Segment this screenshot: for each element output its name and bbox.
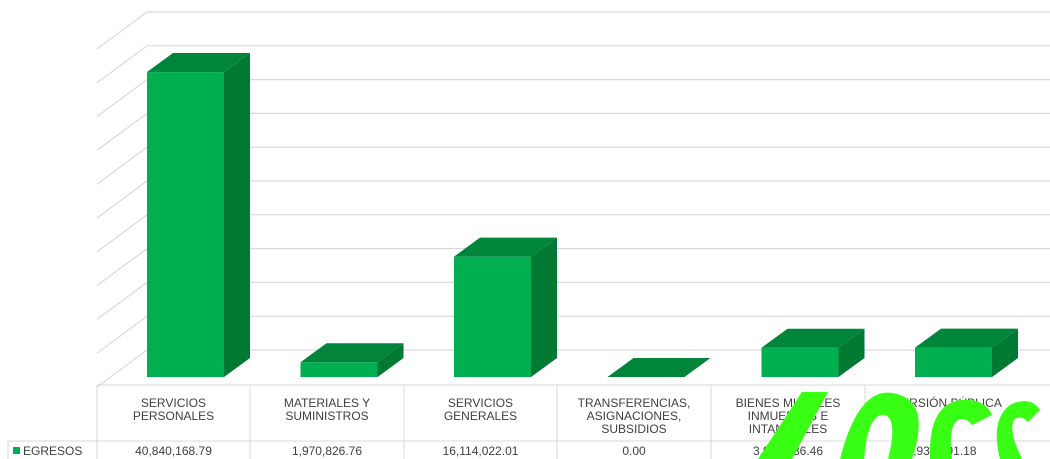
bar — [607, 358, 711, 377]
bar-front — [761, 347, 839, 377]
gridline-side — [96, 11, 148, 50]
bars — [147, 53, 1018, 378]
bar-top — [454, 237, 557, 257]
bar-top — [915, 328, 1018, 348]
gridline-side — [96, 349, 148, 388]
gridline-side — [96, 248, 148, 287]
bar-side — [224, 53, 250, 378]
bar-top — [607, 358, 711, 377]
bar-top — [300, 343, 404, 363]
gridlines — [96, 11, 1050, 388]
bar-top — [761, 328, 865, 348]
bar-front — [915, 347, 992, 377]
bar-side — [838, 328, 865, 377]
gridline-side — [96, 281, 148, 320]
gridline-side — [96, 315, 148, 354]
gridline-side — [96, 180, 148, 219]
bar-top — [147, 53, 250, 73]
gridline-side — [96, 146, 148, 185]
data-table-grid — [7, 385, 1050, 459]
bar — [915, 328, 1018, 377]
gridline-side — [96, 214, 148, 253]
bar-side — [377, 343, 404, 377]
bar-side — [992, 328, 1018, 377]
bar — [761, 328, 865, 377]
bar-side — [531, 237, 557, 377]
bar — [454, 237, 557, 377]
bar-front — [147, 72, 224, 378]
bar — [147, 53, 250, 378]
bar-front — [300, 362, 378, 377]
gridline-side — [96, 79, 148, 118]
gridline-side — [96, 112, 148, 151]
gridline-side — [96, 45, 148, 84]
bar-front — [454, 256, 531, 377]
bar — [300, 343, 404, 377]
